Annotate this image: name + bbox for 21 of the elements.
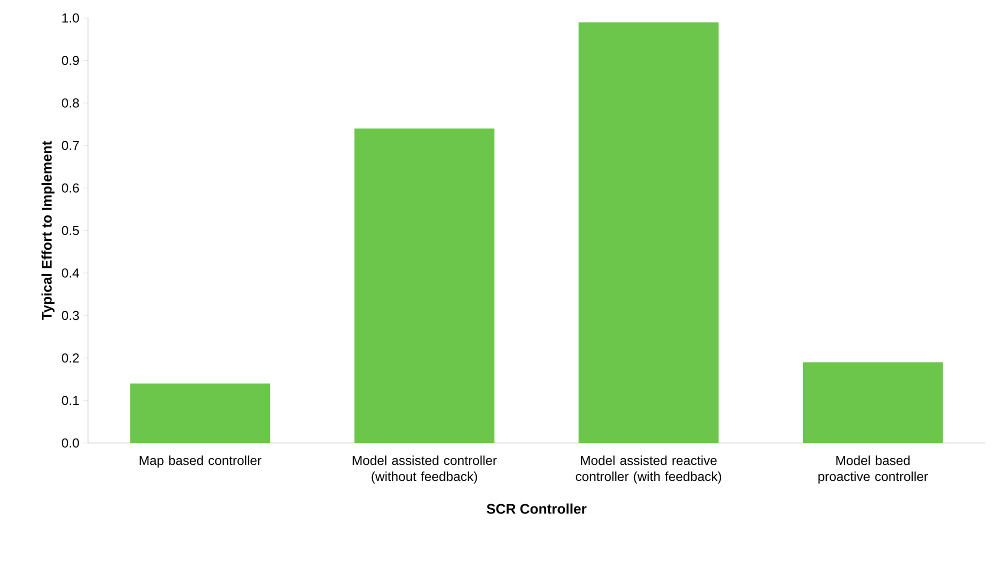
bar bbox=[130, 384, 270, 444]
y-tick-label: 1.0 bbox=[62, 13, 79, 23]
x-tick-label: Model assisted controller (without feedback) bbox=[352, 456, 497, 484]
bar bbox=[802, 362, 943, 444]
y-tick-label: 0.2 bbox=[62, 353, 79, 363]
x-axis-title: SCR Controller bbox=[486, 504, 586, 514]
y-tick-label: 0.4 bbox=[62, 268, 80, 278]
y-tick-label: 0.1 bbox=[62, 396, 79, 406]
bar bbox=[578, 22, 719, 444]
y-tick-label: 0.5 bbox=[62, 226, 79, 236]
x-tick-label: Model assisted reactive controller (with feedback) bbox=[576, 456, 722, 484]
x-tick-label: Model based proactive controller bbox=[818, 456, 928, 484]
x-tick-label: Map based controller bbox=[140, 456, 262, 468]
bar bbox=[354, 128, 494, 444]
y-tick-label: 0.3 bbox=[62, 310, 79, 320]
y-tick-label: 0.8 bbox=[62, 98, 79, 108]
y-tick-label: 0.9 bbox=[62, 56, 79, 66]
y-tick-label: 0.6 bbox=[62, 183, 79, 193]
y-tick-label: 0.7 bbox=[62, 140, 79, 150]
y-axis-title: Typical Effort to Implement bbox=[41, 140, 55, 320]
y-tick-label: 0.0 bbox=[62, 438, 79, 448]
